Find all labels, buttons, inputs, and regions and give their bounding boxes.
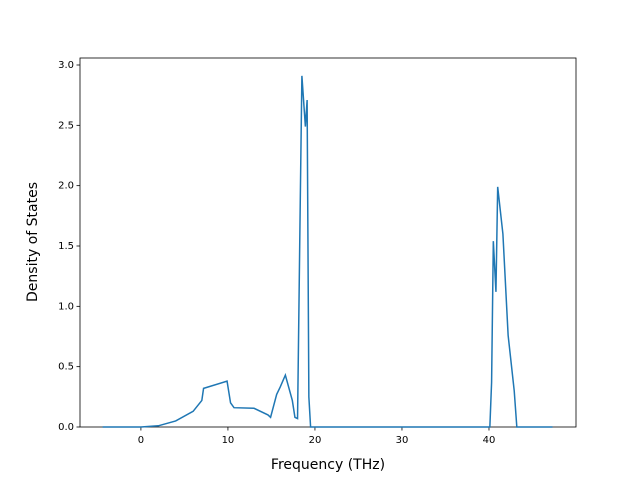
- data-line: [102, 75, 553, 428]
- x-tick-label: 20: [309, 435, 322, 446]
- x-tick-label: 10: [222, 435, 235, 446]
- y-tick-label: 0.5: [58, 362, 74, 373]
- y-tick-label: 2.0: [58, 181, 74, 192]
- y-tick-label: 1.5: [58, 241, 74, 252]
- y-tick-label: 2.5: [58, 120, 74, 131]
- x-tick-label: 0: [138, 435, 144, 446]
- x-axis-label: Frequency (THz): [271, 457, 385, 473]
- y-tick-label: 3.0: [58, 60, 74, 71]
- x-tick-label: 30: [396, 435, 409, 446]
- y-tick-label: 1.0: [58, 301, 74, 312]
- x-tick-label: 40: [483, 435, 496, 446]
- y-axis-label: Density of States: [25, 182, 41, 302]
- plot-frame: [79, 57, 577, 428]
- y-tick-label: 0.0: [58, 422, 74, 433]
